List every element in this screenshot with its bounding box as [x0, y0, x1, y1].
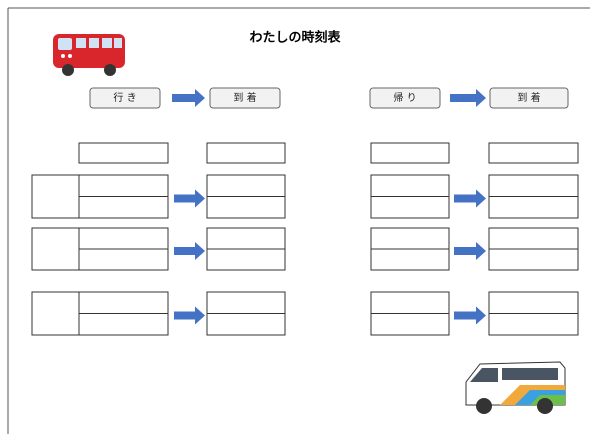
- entry-box: [31, 291, 80, 336]
- van-illustration: [465, 361, 566, 414]
- entry-box: [78, 142, 169, 164]
- label-button: [369, 87, 441, 109]
- entry-box: [31, 174, 80, 219]
- title: わたしの時刻表: [249, 30, 341, 46]
- entry-box: [370, 142, 450, 164]
- label-button: [209, 87, 281, 109]
- label-text: 到 着: [233, 91, 256, 104]
- bus-illustration: [53, 34, 125, 76]
- arrow: [174, 306, 205, 325]
- arrow: [172, 89, 205, 107]
- entry-box: [31, 227, 80, 271]
- arrow: [174, 189, 205, 208]
- arrow: [450, 89, 486, 107]
- arrow: [454, 306, 486, 325]
- label-text: 行 き: [113, 91, 136, 104]
- entry-box: [206, 142, 286, 164]
- label-button: [489, 87, 569, 109]
- arrow: [174, 242, 205, 260]
- entry-box: [488, 142, 579, 164]
- label-text: 帰 り: [393, 91, 416, 104]
- label-text: 到 着: [517, 91, 540, 104]
- label-button: [89, 87, 161, 109]
- arrow: [454, 189, 486, 208]
- arrow: [454, 242, 486, 260]
